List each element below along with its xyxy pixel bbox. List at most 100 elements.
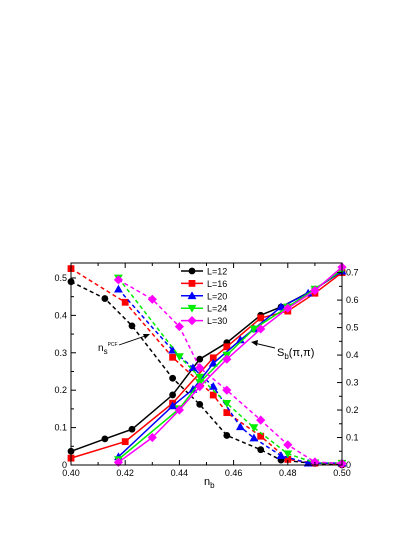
- x-tick-label: 0.42: [116, 468, 134, 478]
- sb-point-l-30: [256, 324, 266, 334]
- ns-label: nsPCF: [98, 342, 118, 356]
- y-right-tick-label: 0.3: [346, 378, 359, 388]
- ns-point-l-12: [128, 322, 136, 330]
- y-right-tick-label: 0.5: [346, 323, 359, 333]
- sb-point-l-30: [195, 382, 205, 392]
- ns-point-l-20: [249, 433, 259, 442]
- sb-point-l-12: [128, 425, 136, 433]
- sb-point-l-20: [208, 358, 218, 367]
- sb-label: Sb(π,π): [277, 347, 314, 361]
- ns-line-l-30: [118, 279, 343, 465]
- sb-annotation: Sb(π,π): [251, 340, 314, 361]
- sb-point-l-30: [310, 285, 320, 296]
- ns-point-l-16: [223, 409, 231, 417]
- ns-annotation: nsPCF: [98, 334, 150, 356]
- y-left-tick-label: 0.4: [54, 310, 67, 320]
- sb-point-l-16: [223, 343, 231, 351]
- sb-point-l-12: [169, 391, 177, 399]
- ns-label-sub: s: [104, 347, 108, 356]
- sb-label-sub: b: [284, 352, 289, 361]
- ns-point-l-16: [257, 432, 265, 440]
- ns-point-l-20: [114, 284, 123, 293]
- ns-point-l-24: [174, 353, 184, 361]
- legend-marker-l-16: [188, 280, 196, 287]
- x-tick-label: 0.50: [333, 468, 351, 478]
- sb-point-l-16: [257, 314, 265, 322]
- ns-point-l-30: [174, 322, 184, 332]
- ns-point-l-12: [169, 374, 177, 382]
- legend-marker-l-24: [187, 304, 197, 313]
- sb-label-args: (π,π): [289, 347, 315, 359]
- sb-arrow-head: [251, 340, 258, 346]
- ns-point-l-12: [257, 446, 265, 454]
- sb-point-l-30: [283, 303, 293, 313]
- ns-point-l-30: [283, 440, 293, 450]
- sb-point-l-12: [101, 435, 109, 443]
- ns-point-l-12: [223, 432, 231, 439]
- sb-point-l-20: [168, 401, 178, 410]
- ns-point-l-24: [249, 424, 259, 433]
- sb-arrow: [253, 342, 276, 349]
- axis-ticks: 0.40 0.42 0.44 0.46 0.48 0.5000.10.20.30.40.5…: [54, 263, 359, 478]
- x-tick-label: 0.44: [171, 468, 189, 478]
- y-right-tick-label: 0: [346, 460, 351, 470]
- ns-point-l-24: [283, 450, 293, 459]
- x-axis-label: nb: [204, 476, 215, 490]
- ns-point-l-16: [169, 353, 177, 361]
- ns-point-l-24: [195, 373, 205, 382]
- ns-arrow-head: [143, 334, 150, 339]
- ns-point-l-20: [276, 451, 286, 459]
- y-left-tick-label: 0.2: [54, 385, 67, 395]
- sb-point-l-30: [222, 354, 232, 364]
- ns-label-sup: PCF: [108, 342, 118, 348]
- legend-label-l-16: L=16: [207, 279, 227, 289]
- legend-marker-l-30: [187, 316, 197, 326]
- y-left-tick-label: 0.3: [54, 348, 67, 358]
- ns-point-l-30: [147, 294, 157, 304]
- sb-point-l-24: [249, 325, 259, 334]
- ns-line-l-12: [70, 281, 343, 466]
- sb-point-l-30: [147, 432, 157, 443]
- y-right-tick-label: 0.6: [346, 295, 359, 305]
- ns-point-l-12: [196, 401, 204, 408]
- ns-point-l-20: [188, 363, 198, 372]
- ns-point-l-16: [209, 391, 217, 399]
- y-left-tick-label: 0: [62, 460, 67, 470]
- ns-point-l-30: [195, 363, 205, 373]
- legend-label-l-24: L=24: [207, 304, 227, 314]
- ns-point-l-30: [256, 415, 266, 425]
- series-l-30: [113, 262, 347, 469]
- ns-arrow: [118, 334, 149, 346]
- ns-line-l-24: [117, 277, 343, 464]
- legend-marker-l-12: [188, 267, 196, 275]
- ns-point-l-20: [208, 382, 218, 390]
- ns-point-l-16: [284, 455, 292, 463]
- ns-point-l-20: [235, 422, 245, 431]
- sb-point-l-30: [174, 405, 184, 415]
- x-axis-label-main: n: [204, 476, 210, 488]
- sb-point-l-16: [209, 354, 217, 362]
- ns-point-l-16: [121, 298, 129, 306]
- legend-label-l-12: L=12: [207, 267, 227, 277]
- sb-point-l-20: [235, 335, 245, 344]
- ns-label-main: n: [98, 343, 104, 354]
- x-tick-label: 0.40: [62, 468, 80, 478]
- legend-label-l-30: L=30: [207, 316, 227, 326]
- y-right-tick-label: 0.1: [346, 433, 359, 443]
- sb-line-l-24: [117, 269, 343, 461]
- sb-point-l-16: [121, 438, 129, 446]
- y-left-tick-label: 0.1: [54, 423, 67, 433]
- y-right-tick-label: 0.4: [346, 350, 359, 360]
- y-right-tick-label: 0.7: [346, 268, 359, 278]
- sb-point-l-12: [196, 355, 204, 363]
- ns-point-l-12: [101, 295, 109, 302]
- sb-label-main: S: [277, 347, 284, 359]
- y-left-tick-label: 0.5: [54, 273, 67, 283]
- ns-point-l-24: [222, 399, 232, 408]
- legend-marker-l-20: [187, 291, 197, 300]
- x-axis-label-sub: b: [210, 481, 215, 490]
- ns-point-l-30: [113, 275, 124, 285]
- ns-point-l-30: [222, 385, 232, 395]
- legend-label-l-20: L=20: [207, 291, 227, 301]
